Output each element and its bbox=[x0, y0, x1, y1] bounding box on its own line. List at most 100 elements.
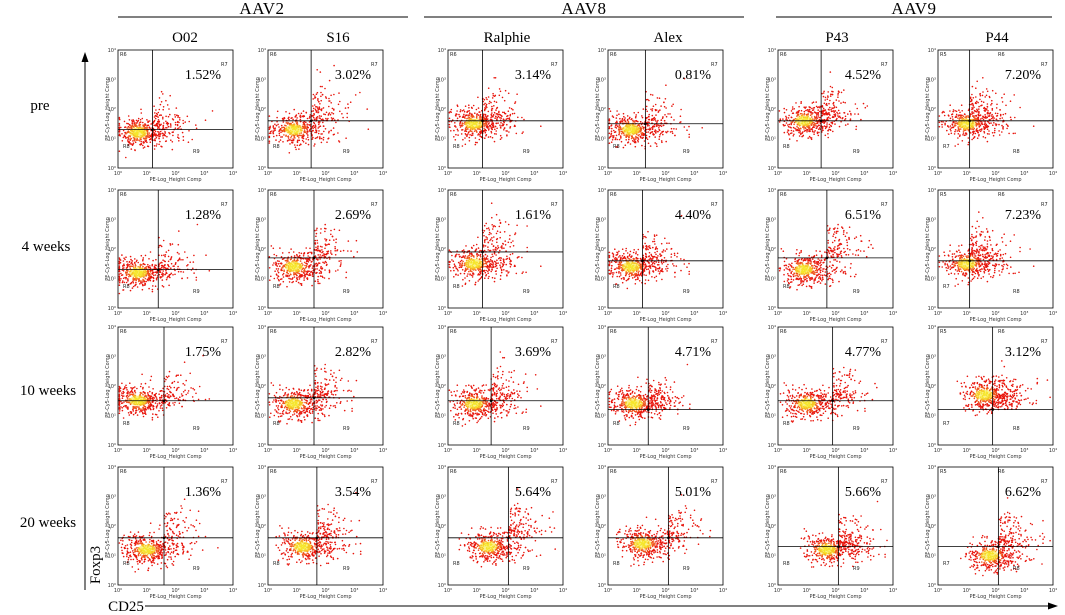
event-dot bbox=[791, 106, 794, 108]
event-dot bbox=[457, 130, 459, 132]
event-dot bbox=[634, 116, 637, 119]
event-dot bbox=[280, 124, 283, 127]
event-dot bbox=[496, 118, 498, 120]
event-dot bbox=[314, 95, 316, 97]
event-dot bbox=[152, 277, 155, 280]
event-dot bbox=[495, 122, 498, 125]
event-dot bbox=[679, 121, 681, 124]
event-dot bbox=[171, 141, 174, 143]
event-dot bbox=[830, 93, 832, 96]
event-dot bbox=[294, 272, 297, 275]
event-dot bbox=[145, 124, 147, 126]
event-dot bbox=[957, 129, 960, 131]
event-dot bbox=[483, 118, 485, 120]
event-dot bbox=[958, 109, 960, 111]
event-dot bbox=[996, 112, 999, 115]
event-dot bbox=[834, 114, 837, 117]
event-dot bbox=[484, 115, 487, 117]
event-dot bbox=[166, 135, 168, 138]
event-dot bbox=[491, 240, 494, 242]
event-dot bbox=[148, 132, 150, 134]
event-dot bbox=[312, 116, 315, 119]
event-dot bbox=[822, 107, 825, 110]
event-dot bbox=[160, 132, 162, 135]
event-dot bbox=[299, 115, 301, 118]
event-dot bbox=[139, 265, 141, 268]
event-dot bbox=[303, 279, 305, 281]
event-dot bbox=[308, 121, 311, 123]
event-dot bbox=[975, 130, 978, 132]
event-dot bbox=[828, 123, 831, 126]
event-dot bbox=[272, 126, 275, 128]
event-dot bbox=[816, 125, 819, 128]
event-dot bbox=[275, 254, 278, 257]
event-dot bbox=[957, 137, 959, 139]
event-dot bbox=[461, 285, 464, 287]
event-dot bbox=[163, 254, 165, 256]
panel-x-title: PE-Log_Height Comp bbox=[299, 317, 351, 323]
event-dot bbox=[979, 98, 981, 101]
event-dot bbox=[1001, 131, 1003, 133]
event-dot bbox=[464, 117, 466, 119]
event-dot bbox=[310, 264, 312, 266]
event-dot bbox=[976, 118, 978, 120]
event-dot bbox=[304, 264, 306, 267]
event-dot bbox=[291, 278, 294, 280]
event-dot bbox=[272, 264, 274, 266]
event-dot bbox=[174, 121, 177, 124]
event-dot bbox=[683, 126, 686, 128]
event-dot bbox=[315, 235, 317, 238]
event-dot bbox=[467, 128, 469, 130]
event-dot bbox=[277, 271, 280, 274]
event-dot bbox=[129, 289, 132, 292]
event-dot bbox=[785, 122, 788, 124]
y-tick-label: 10⁰ bbox=[598, 166, 606, 172]
panel-x-title: PE-Log_Height Comp bbox=[149, 317, 201, 323]
event-dot bbox=[800, 101, 802, 103]
event-dot bbox=[467, 114, 469, 116]
event-dot bbox=[456, 268, 459, 271]
event-dot bbox=[461, 262, 464, 265]
event-dot bbox=[494, 117, 496, 119]
event-dot bbox=[679, 115, 682, 117]
event-dot bbox=[631, 140, 634, 142]
event-dot bbox=[462, 138, 464, 141]
event-dot bbox=[307, 126, 310, 129]
event-dot bbox=[998, 134, 1001, 136]
event-dot bbox=[483, 122, 485, 125]
event-dot bbox=[168, 284, 170, 287]
event-dot bbox=[177, 259, 180, 261]
region-label-lower-left: R8 bbox=[273, 144, 280, 150]
event-dot bbox=[307, 261, 310, 263]
event-dot bbox=[484, 113, 487, 116]
event-dot bbox=[654, 103, 657, 106]
event-dot bbox=[282, 266, 284, 269]
event-dot bbox=[303, 269, 306, 272]
event-dot bbox=[342, 249, 345, 252]
event-dot bbox=[513, 112, 516, 115]
event-dot bbox=[952, 118, 954, 120]
event-dot bbox=[146, 124, 149, 127]
event-dot bbox=[128, 138, 130, 140]
event-dot bbox=[118, 292, 121, 295]
event-dot bbox=[328, 271, 331, 274]
event-dot bbox=[468, 270, 470, 273]
y-tick-label: 10⁰ bbox=[108, 166, 116, 172]
event-dot bbox=[817, 113, 820, 115]
event-dot bbox=[325, 111, 328, 114]
event-dot bbox=[800, 127, 802, 130]
event-dot bbox=[829, 85, 832, 88]
event-dot bbox=[453, 136, 455, 138]
event-dot bbox=[938, 115, 941, 117]
event-dot bbox=[995, 92, 997, 95]
event-dot bbox=[305, 271, 308, 273]
event-dot bbox=[864, 106, 867, 109]
event-dot bbox=[493, 95, 496, 97]
event-dot bbox=[123, 281, 126, 284]
event-dot bbox=[453, 269, 455, 272]
event-dot bbox=[803, 110, 806, 113]
event-dot bbox=[949, 110, 951, 112]
event-dot bbox=[317, 108, 320, 111]
event-dot bbox=[172, 274, 174, 276]
event-dot bbox=[132, 285, 135, 288]
